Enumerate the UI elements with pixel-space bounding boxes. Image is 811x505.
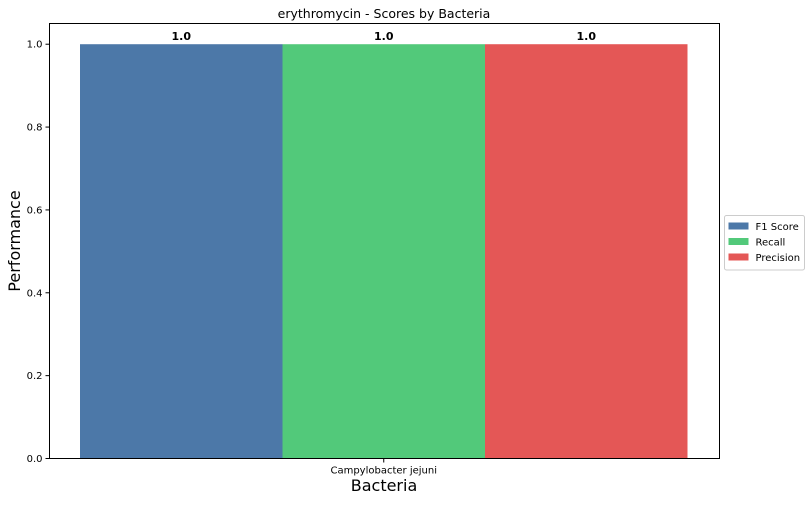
y-tick-label: 1.0 [27,40,43,51]
plot-area-frame [49,23,720,459]
y-axis: 0.0 0.2 0.4 0.6 0.8 1.0 [27,40,50,465]
legend-label-precision: Precision [756,253,801,264]
legend-label-f1-score: F1 Score [756,222,799,233]
value-label-precision: 1.0 [577,30,597,43]
legend: F1 Score Recall Precision [724,215,805,271]
x-axis-label: Bacteria [351,476,418,495]
value-label-recall: 1.0 [374,30,394,43]
legend-swatch-precision [728,253,749,261]
legend-swatch-recall [728,238,749,245]
value-label-f1-score: 1.0 [172,30,192,43]
legend-swatch-f1-score [728,222,749,230]
value-labels-layer: 1.0 1.0 1.0 [172,30,597,43]
x-tick-label: Campylobacter jejuni [330,466,437,477]
y-tick-label: 0.0 [27,454,43,465]
y-tick-label: 0.2 [27,371,43,382]
y-axis-label: Performance [5,190,24,291]
legend-label-recall: Recall [756,238,786,249]
chart-title: erythromycin - Scores by Bacteria [278,6,491,21]
bar-recall [282,44,485,459]
y-tick-label: 0.6 [27,205,43,216]
x-axis: Campylobacter jejuni [330,458,437,477]
bars-layer [80,44,688,459]
bar-precision [485,44,688,459]
bar-f1-score [80,44,283,459]
y-tick-label: 0.8 [27,123,43,134]
y-tick-label: 0.4 [27,288,43,299]
